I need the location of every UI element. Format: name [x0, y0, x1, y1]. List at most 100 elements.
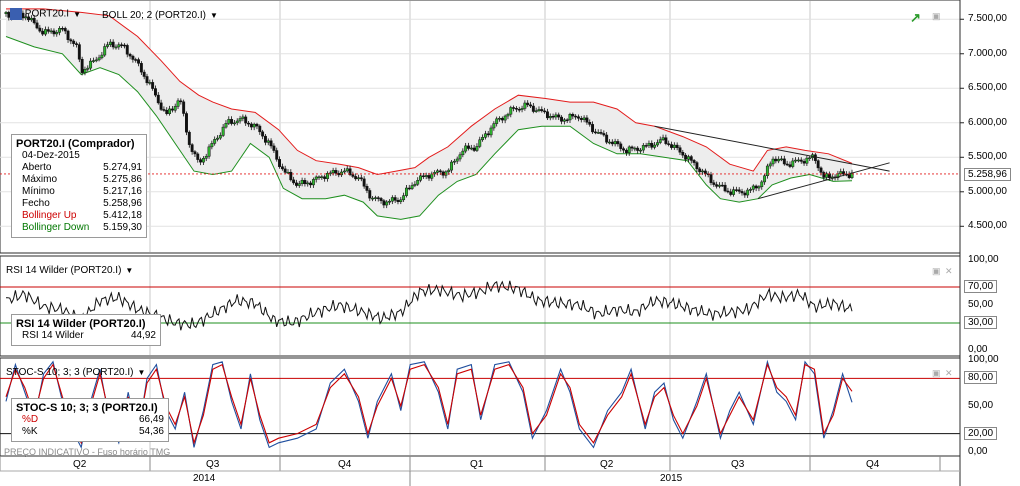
candle-body [41, 30, 45, 35]
candle-body [145, 76, 149, 84]
candle-body [235, 120, 239, 124]
price-info-value: 5.412,18 [103, 210, 142, 221]
candle-body [506, 113, 510, 117]
candle-body [156, 94, 160, 104]
price-info-value: 5.274,91 [103, 162, 142, 173]
candle-body [286, 171, 290, 174]
candle-body [89, 60, 93, 69]
candle-body [114, 46, 118, 49]
price-info-value: 5.159,30 [103, 222, 142, 233]
rsi-selector[interactable]: RSI 14 Wilder (PORT20.I) ▼ [6, 265, 133, 276]
candle-body [280, 166, 284, 170]
candle-body [746, 189, 750, 196]
candle-body [512, 107, 516, 109]
price-tick-label: 7.000,00 [968, 47, 1007, 59]
candle-body [452, 160, 456, 163]
candle-body [684, 154, 688, 160]
rsi-info-value: 44,92 [130, 330, 156, 341]
candle-body [720, 184, 724, 187]
candle-body [686, 156, 690, 160]
candle-body [777, 158, 781, 162]
stoch-selector[interactable]: STOC-S 10; 3; 3 (PORT20.I) ▼ [6, 367, 145, 378]
candle-body [548, 116, 552, 119]
candle-body [816, 160, 820, 169]
price-info-value: 5.275,86 [103, 174, 142, 185]
candle-body [162, 109, 166, 111]
candle-body [238, 118, 242, 122]
candle-body [263, 135, 267, 143]
candle-body [27, 16, 31, 21]
candle-body [35, 22, 39, 29]
candle-body [819, 167, 823, 173]
candle-body [142, 71, 146, 77]
candle-body [433, 172, 437, 175]
price-info-date: 04-Dez-2015 [22, 150, 80, 161]
candle-body [514, 108, 518, 110]
candle-body [272, 145, 276, 151]
candle-body [495, 118, 499, 124]
candle-body [154, 88, 157, 96]
candle-body [472, 147, 476, 151]
candle-body [421, 175, 425, 178]
candle-body [743, 192, 747, 196]
candle-body [230, 119, 234, 124]
stoch-info-row: %D 66,49 [22, 414, 164, 426]
candle-body [500, 117, 504, 121]
candle-body [605, 134, 609, 143]
minimize-icon[interactable]: ▣ [932, 11, 941, 21]
year-label: 2015 [660, 473, 683, 484]
symbol-label: PORT20.I [24, 8, 70, 20]
candle-body [768, 163, 772, 167]
candle-body [701, 170, 704, 173]
chevron-down-icon: ▼ [125, 266, 134, 275]
candle-body [227, 119, 231, 124]
candle-body [554, 114, 558, 118]
candle-body [734, 189, 738, 191]
candle-body [306, 182, 310, 185]
candle-body [591, 124, 595, 133]
symbol-selector[interactable]: PORT20.I ▼ [10, 8, 81, 20]
close-icon[interactable]: ✕ [945, 368, 953, 378]
quarter-label: Q2 [600, 459, 614, 470]
candle-body [455, 158, 459, 162]
candle-body [585, 117, 589, 123]
candle-body [842, 171, 845, 175]
minimize-icon[interactable]: ▣ [932, 266, 941, 276]
stoch-level-badge: 80,00 [964, 371, 998, 385]
stoch-tick-label: 50,00 [968, 400, 994, 411]
candle-body [498, 117, 501, 120]
candle-body [667, 143, 671, 145]
candle-body [805, 157, 809, 164]
candle-body [540, 109, 544, 112]
candle-body [703, 170, 707, 174]
minimize-icon[interactable]: ▣ [932, 368, 941, 378]
price-tick-label: 7.500,00 [968, 13, 1007, 25]
candle-body [255, 123, 259, 127]
bollinger-down-line [5, 36, 853, 220]
candle-body [393, 197, 397, 201]
stoch-info-value: 54,36 [138, 426, 164, 437]
candle-body [483, 133, 487, 138]
close-icon[interactable]: ✕ [945, 266, 953, 276]
indicator-selector[interactable]: BOLL 20; 2 (PORT20.I) ▼ [102, 10, 218, 21]
candle-body [830, 176, 834, 179]
stoch-info-box: STOC-S 10; 3; 3 (PORT20.I) %D 66,49 %K 54,3… [11, 398, 169, 442]
candle-body [106, 44, 109, 47]
candle-body [757, 186, 761, 189]
candle-body [726, 190, 730, 193]
candle-body [303, 180, 307, 185]
candle-body [94, 59, 98, 62]
price-info-value: 5.258,96 [103, 198, 142, 209]
candle-body [396, 200, 400, 202]
candle-body [357, 177, 360, 180]
candle-body [692, 160, 696, 163]
stoch-info-value: 66,49 [138, 414, 164, 425]
candle-body [128, 53, 132, 57]
candle-body [390, 197, 394, 202]
candle-body [613, 141, 617, 145]
candle-body [551, 116, 555, 118]
candle-body [103, 46, 107, 56]
candle-body [201, 158, 205, 163]
candle-body [602, 133, 606, 136]
stoch-k-line [5, 359, 853, 450]
